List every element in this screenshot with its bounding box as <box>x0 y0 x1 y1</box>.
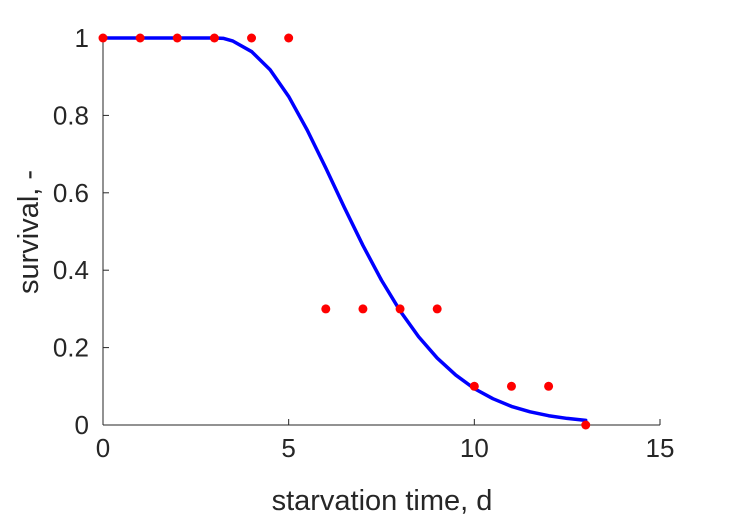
axes: 0 5 10 15 0 0.2 0.4 0.6 0.8 1 <box>53 23 675 463</box>
x-axis-label: starvation time, d <box>272 485 493 517</box>
x-tick-label: 10 <box>460 433 489 463</box>
data-point <box>172 33 182 43</box>
y-tick-label: 0.6 <box>53 178 89 208</box>
data-point <box>247 33 257 43</box>
data-point <box>321 304 331 314</box>
y-tick-label: 0 <box>75 410 89 440</box>
data-point <box>432 304 442 314</box>
x-tick-label: 15 <box>646 433 675 463</box>
x-tick-label: 5 <box>281 433 295 463</box>
model-curve-line <box>101 36 588 423</box>
data-point <box>98 33 108 43</box>
data-point <box>135 33 145 43</box>
y-tick-label: 0.2 <box>53 333 89 363</box>
plot-area <box>98 33 591 430</box>
data-point <box>581 420 591 430</box>
data-point <box>358 304 368 314</box>
data-point <box>506 381 516 391</box>
data-point <box>544 381 554 391</box>
y-axis-label: survival, - <box>13 170 45 294</box>
data-point <box>284 33 294 43</box>
data-point <box>469 381 479 391</box>
y-tick-label: 0.4 <box>53 255 89 285</box>
data-point <box>209 33 219 43</box>
y-tick-label: 0.8 <box>53 100 89 130</box>
y-tick-label: 1 <box>75 23 89 53</box>
x-tick-label: 0 <box>96 433 110 463</box>
data-point <box>395 304 405 314</box>
